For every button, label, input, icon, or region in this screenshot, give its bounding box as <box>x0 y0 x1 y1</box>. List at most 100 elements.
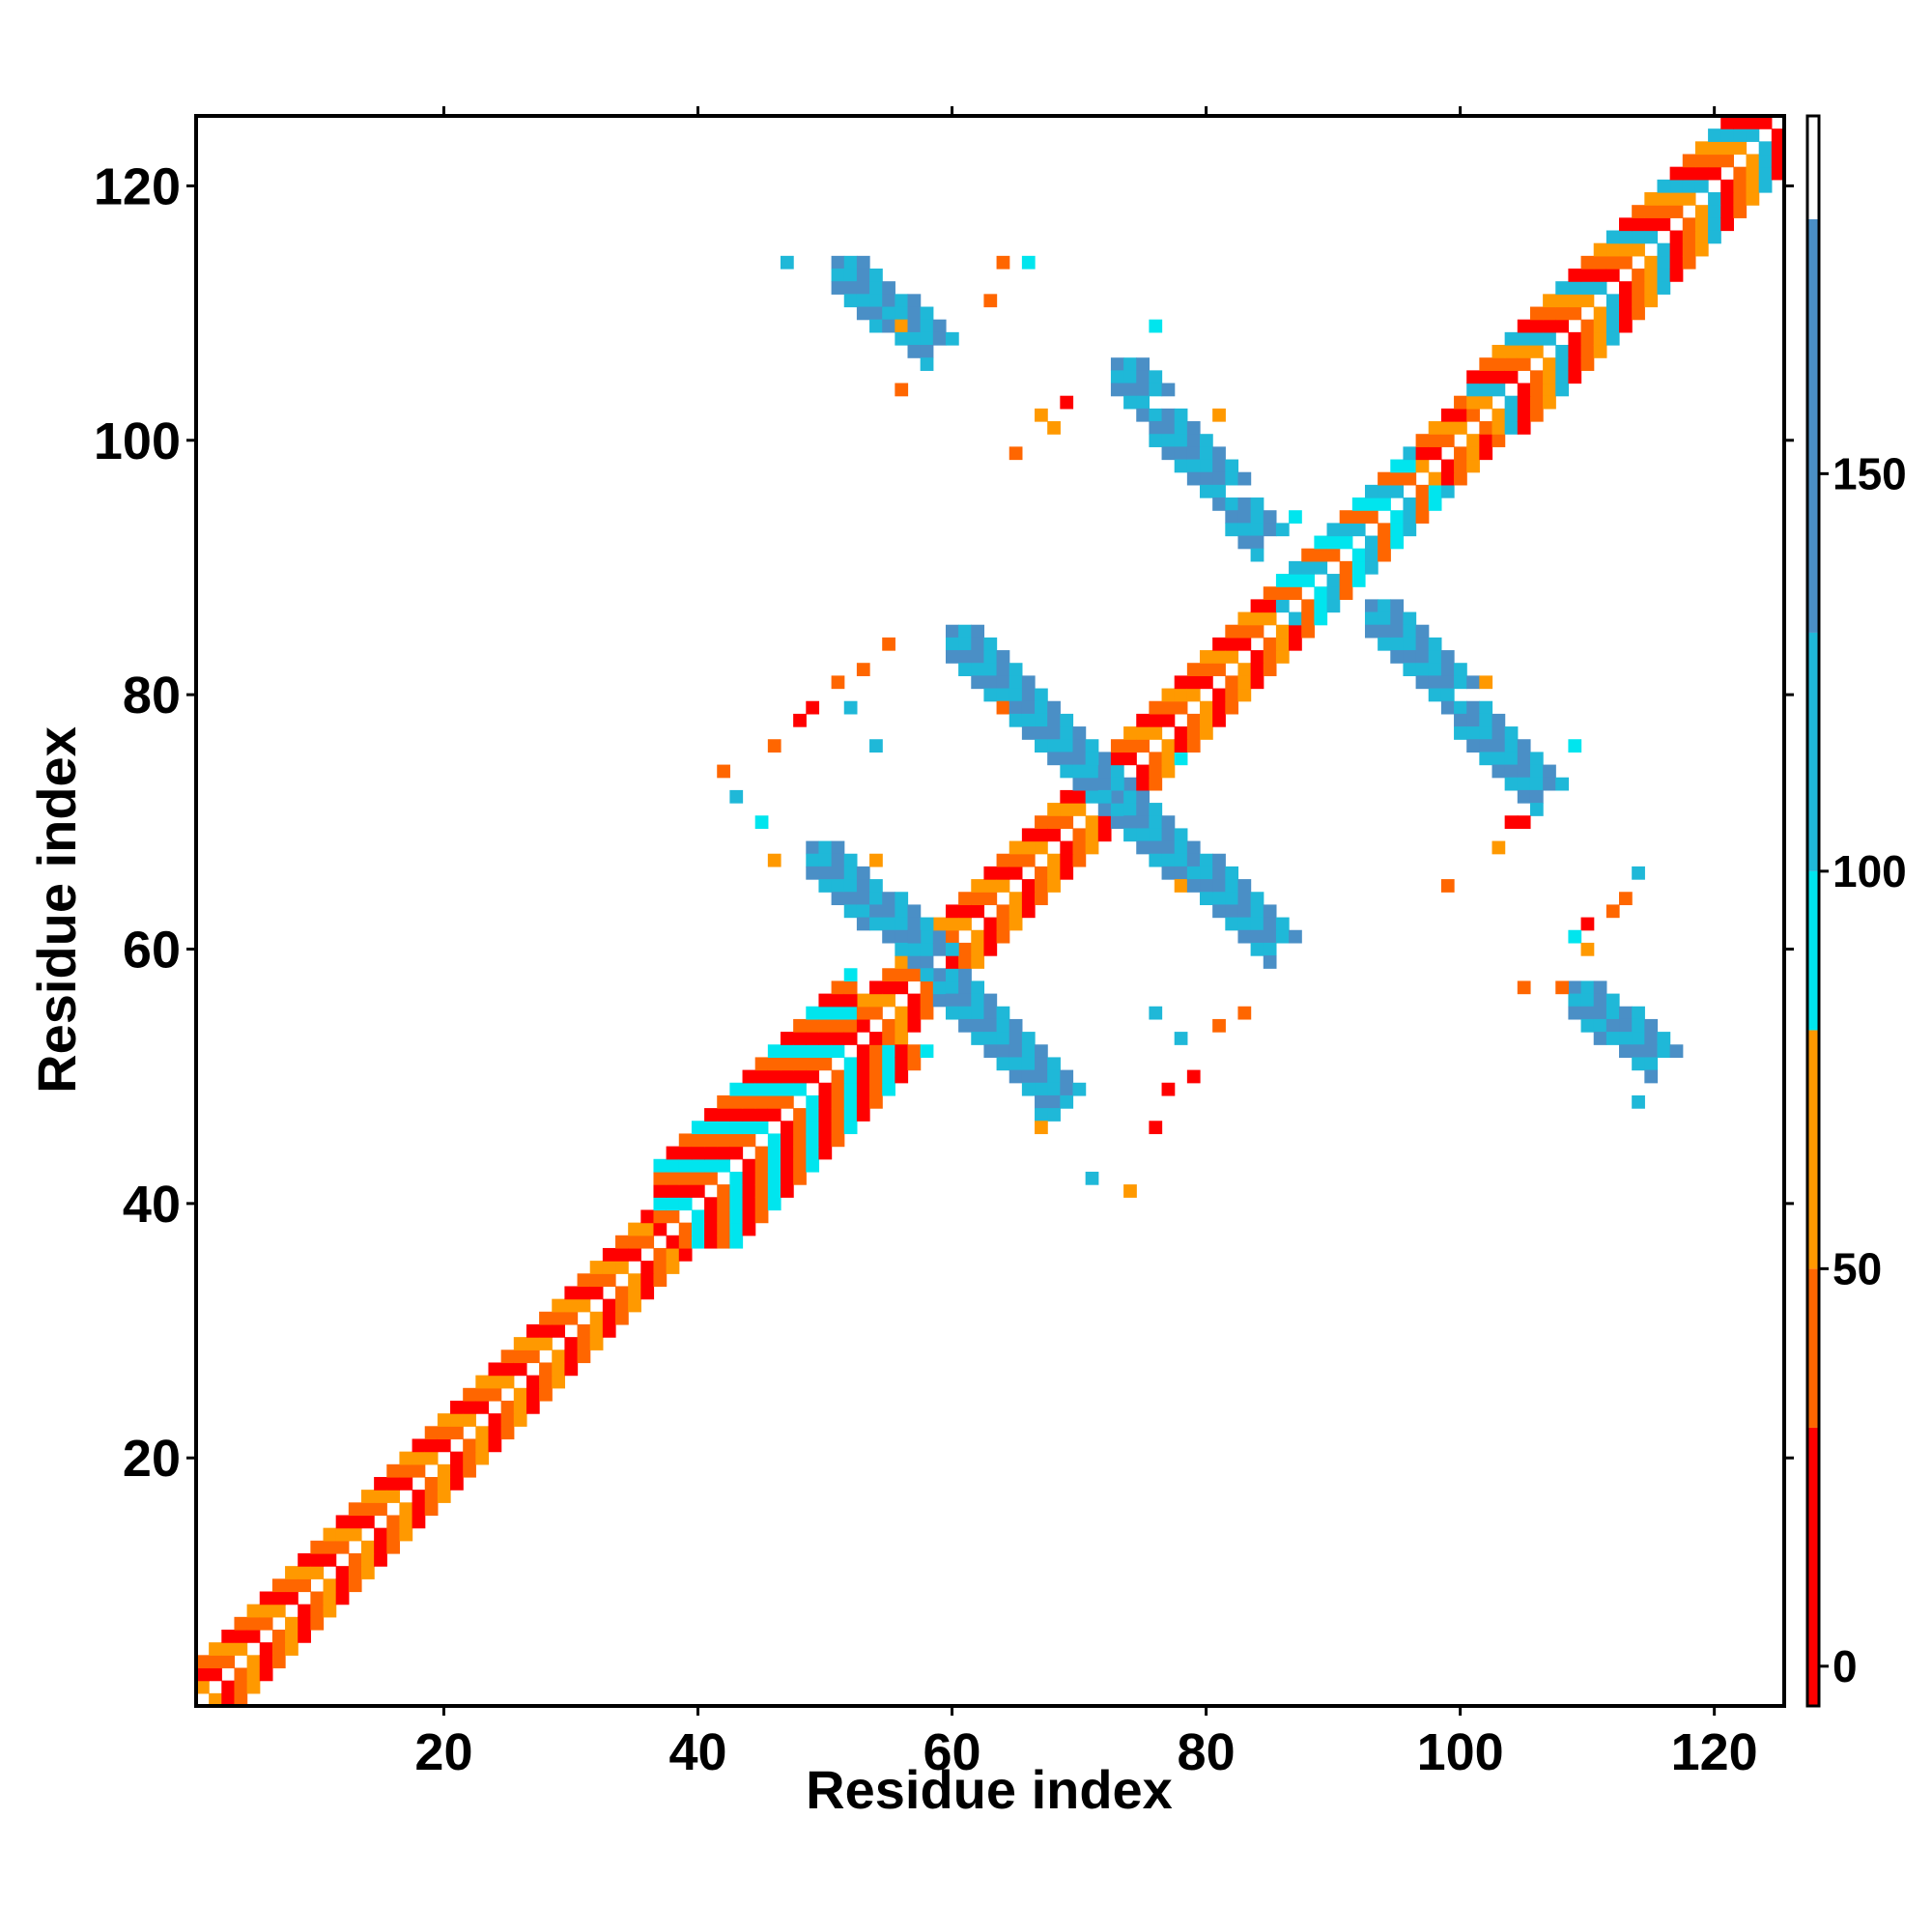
heatmap-cell <box>1492 434 1506 447</box>
heatmap-cell <box>1085 764 1099 779</box>
heatmap-cell <box>907 331 922 346</box>
heatmap-cell <box>1492 345 1506 358</box>
heatmap-cell <box>958 904 972 919</box>
heatmap-cell <box>1225 700 1239 715</box>
heatmap-cell <box>754 815 769 830</box>
heatmap-cell <box>1161 446 1176 461</box>
heatmap-cell <box>1720 154 1734 168</box>
heatmap-cell <box>1605 255 1620 270</box>
heatmap-cell <box>1149 319 1163 333</box>
heatmap-cell <box>666 1261 680 1274</box>
heatmap-cell <box>285 1642 298 1656</box>
heatmap-cell <box>1555 281 1570 295</box>
heatmap-cell <box>1746 166 1760 181</box>
heatmap-cell <box>1225 471 1239 486</box>
heatmap-cell <box>1568 980 1582 995</box>
heatmap-cell <box>945 624 959 639</box>
heatmap-cell <box>1632 306 1645 321</box>
heatmap-cell <box>882 968 895 982</box>
heatmap-cell <box>1364 611 1378 626</box>
y-axis: 20 40 60 80 100 120 <box>94 157 1794 1488</box>
heatmap-cell <box>1593 331 1607 346</box>
heatmap-cell <box>971 993 985 1008</box>
heatmap-cell <box>882 1069 895 1084</box>
heatmap-cell <box>1072 840 1087 855</box>
heatmap-cell <box>1492 383 1506 397</box>
heatmap-cell <box>271 1642 286 1656</box>
heatmap-cell <box>1632 205 1645 218</box>
heatmap-cell <box>666 1209 680 1224</box>
heatmap-cell <box>1314 560 1328 575</box>
heatmap-cell <box>754 1171 769 1185</box>
heatmap-cell <box>945 968 959 982</box>
heatmap-cell <box>831 1044 845 1059</box>
heatmap-cell <box>450 1400 464 1414</box>
heatmap-cell <box>780 1146 794 1160</box>
heatmap-cell <box>1708 230 1721 244</box>
heatmap-cell <box>1758 154 1773 168</box>
heatmap-cell <box>1021 713 1036 727</box>
heatmap-cell <box>704 1121 718 1135</box>
heatmap-cell <box>882 993 895 1008</box>
heatmap-cell <box>869 306 883 321</box>
x-tick-label: 100 <box>1417 1723 1504 1781</box>
heatmap-cell <box>640 1209 655 1224</box>
heatmap-cell <box>1250 497 1264 511</box>
colorbar-tick-label: 0 <box>1833 1641 1858 1691</box>
heatmap-cell <box>1390 611 1405 626</box>
heatmap-cell <box>1440 700 1455 715</box>
heatmap-cell <box>806 1069 820 1084</box>
heatmap-cell <box>1669 269 1684 282</box>
heatmap-cell <box>488 1413 502 1427</box>
heatmap-cell <box>882 904 895 919</box>
heatmap-cell <box>1123 357 1137 371</box>
heatmap-cell <box>1174 1032 1188 1045</box>
heatmap-cell <box>1733 128 1747 142</box>
heatmap-cell <box>907 1057 922 1071</box>
heatmap-cell <box>895 904 909 919</box>
heatmap-cell <box>780 1044 794 1059</box>
heatmap-cell <box>754 1108 769 1122</box>
heatmap-cell <box>831 892 845 906</box>
heatmap-cell <box>1072 828 1087 842</box>
heatmap-cell <box>1517 357 1531 371</box>
heatmap-cell <box>920 319 934 333</box>
heatmap-cell <box>793 1069 807 1084</box>
heatmap-cell <box>1225 523 1239 537</box>
heatmap-cell <box>945 331 959 346</box>
heatmap-cell <box>1657 269 1671 282</box>
heatmap-cell <box>882 1082 895 1096</box>
heatmap-cell <box>1161 840 1176 855</box>
heatmap-cell <box>1021 828 1036 842</box>
heatmap-cell <box>1758 166 1773 181</box>
heatmap-cell <box>1440 663 1455 676</box>
heatmap-cell <box>1720 128 1734 142</box>
heatmap-cell <box>1694 166 1709 181</box>
heatmap-cell <box>895 383 909 397</box>
heatmap-cell <box>818 879 833 893</box>
heatmap-cell <box>285 1566 298 1579</box>
heatmap-cell <box>1212 459 1226 473</box>
heatmap-cell <box>1085 828 1099 842</box>
heatmap-cell <box>1440 688 1455 702</box>
heatmap-cell <box>1504 370 1519 384</box>
heatmap-cell <box>1632 866 1645 880</box>
heatmap-cell <box>412 1451 426 1465</box>
heatmap-cell <box>1657 242 1671 257</box>
heatmap-cell <box>1149 815 1163 830</box>
heatmap-cell <box>1225 459 1239 473</box>
heatmap-cell <box>1771 141 1785 156</box>
heatmap-cell <box>271 1578 286 1593</box>
heatmap-cell <box>1593 1018 1607 1033</box>
heatmap-cell <box>1733 205 1747 218</box>
heatmap-cell <box>615 1261 629 1274</box>
heatmap-cell <box>742 1209 756 1224</box>
plot-border <box>194 114 1786 1708</box>
heatmap-cell <box>1035 815 1048 830</box>
heatmap-cell <box>234 1642 248 1656</box>
heatmap-cell <box>1237 663 1252 676</box>
heatmap-cell <box>983 892 998 906</box>
heatmap-cell <box>1390 535 1405 550</box>
heatmap-cell <box>1212 866 1226 880</box>
heatmap-cell <box>1072 803 1087 816</box>
